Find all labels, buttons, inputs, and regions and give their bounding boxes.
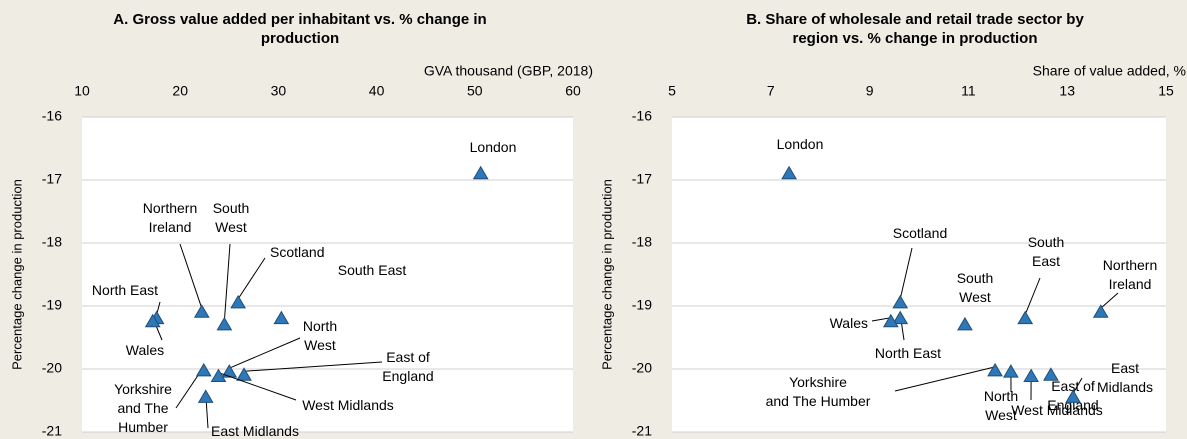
point [892,310,909,325]
leader-line [218,372,297,401]
point-label: Northern Ireland [1103,257,1157,292]
point-label: East Midlands [1097,360,1153,395]
point-label: Wales [126,342,164,358]
leader-line [223,243,231,321]
x-tick-label: 30 [271,83,287,99]
plot-area [672,117,1166,432]
point [472,165,489,180]
x-tick-label: 7 [767,83,775,99]
y-tick-label: -17 [42,171,62,187]
point-label: North West [984,388,1018,423]
point-label: North East [92,282,158,298]
chart-title: A. Gross value added per inhabitant vs. … [113,11,486,47]
point-label: East of England [382,349,433,384]
point [210,368,227,383]
x-tick-label: 20 [172,83,188,99]
point-label: Scotland [893,225,947,241]
leader-line [1024,277,1041,315]
point-label: London [470,139,517,155]
point-label: East Midlands [211,423,299,439]
point [781,165,797,180]
y-tick-label: -21 [42,423,62,439]
point-label: South East [338,262,407,278]
leader-line [237,257,266,300]
leader-line [229,337,301,369]
point-label: West Midlands [1011,402,1103,418]
leader-line [1100,292,1119,309]
x-tick-label: 11 [961,83,976,99]
point [882,313,899,328]
point-label: West Midlands [302,397,394,413]
x-tick-label: 10 [74,83,90,99]
point [957,316,973,331]
leader-line [179,243,203,309]
x-tick-label: 50 [467,83,483,99]
point-label: London [777,136,824,152]
y-tick-label: -16 [632,108,652,124]
y-tick-label: -21 [632,423,652,439]
plot-area [82,117,573,432]
x-tick-label: 9 [866,83,874,99]
x-tick-label: 15 [1158,83,1174,99]
leader-line [899,247,913,299]
point [1003,364,1019,378]
point [1092,304,1109,318]
point [987,362,1003,377]
point-label: South West [213,200,250,235]
x-tick-label: 60 [565,83,581,99]
y-axis-label: Percentage change in production [9,179,24,370]
y-tick-label: -17 [632,171,652,187]
point [273,310,290,325]
point [197,389,214,403]
y-tick-label: -16 [42,108,62,124]
leader-line [243,361,383,372]
point [216,316,233,331]
y-tick-label: -20 [632,360,652,376]
point [144,313,161,328]
point-label: Yorkshire and The Humber [114,381,172,435]
point-label: North East [875,345,941,361]
point [1043,367,1059,381]
y-tick-label: -18 [632,234,652,250]
y-tick-label: -18 [42,234,62,250]
point [221,364,238,378]
x-axis-label: GVA thousand (GBP, 2018) [424,63,593,79]
point-label: Northern Ireland [143,200,197,235]
y-tick-label: -19 [632,297,652,313]
leader-line [871,317,891,322]
point [193,304,210,318]
point-label: South East [1028,234,1065,269]
x-tick-label: 40 [369,83,385,99]
x-tick-label: 13 [1059,83,1075,99]
y-tick-label: -19 [42,297,62,313]
point [892,294,909,309]
point [195,362,212,377]
x-axis-label: Share of value added, % [1033,63,1186,79]
point [1023,368,1040,383]
point-label: Yorkshire and The Humber [766,374,871,409]
point [1017,310,1034,325]
point-label: North West [303,318,337,353]
y-tick-label: -20 [42,360,62,376]
point-label: South West [957,270,994,305]
point-label: Wales [830,315,868,331]
x-tick-label: 5 [668,83,676,99]
point [1065,389,1082,403]
leader-line [1072,377,1083,394]
point-label: East of England [1047,378,1098,413]
chart-title: B. Share of wholesale and retail trade s… [746,11,1084,47]
y-axis-label: Percentage change in production [599,179,614,370]
point [230,294,247,309]
point [236,367,252,381]
point-label: Scotland [270,244,324,260]
leader-line [894,366,996,392]
